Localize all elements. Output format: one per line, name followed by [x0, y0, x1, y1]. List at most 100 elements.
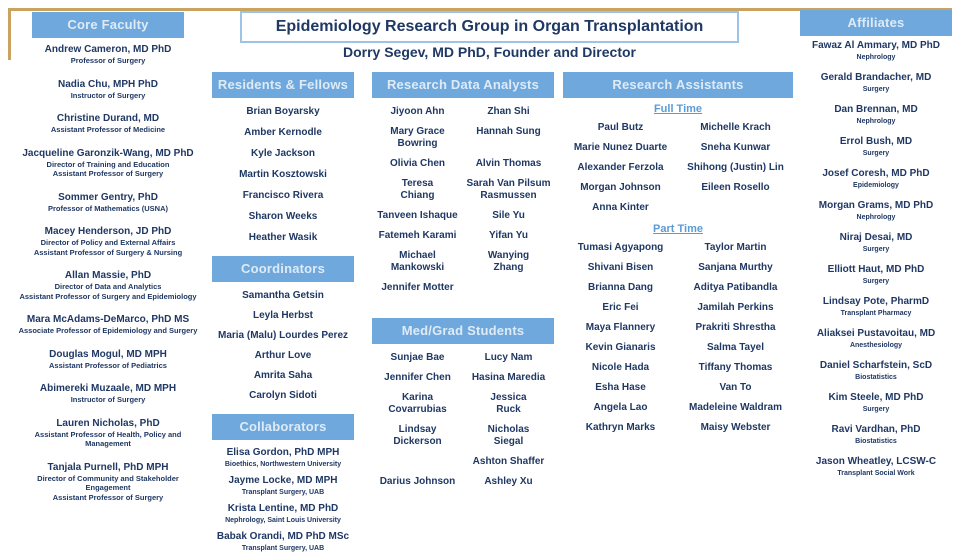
member-name: Paul Butz — [597, 122, 644, 133]
member-name: Fatemeh Karami — [378, 230, 457, 241]
member-name: Wanying Zhang — [487, 250, 530, 273]
member-name: Samantha Getsin — [242, 290, 324, 301]
affiliate: Elliott Haut, MD PhD Surgery — [828, 264, 925, 286]
member-role: Professor of Surgery — [70, 56, 146, 65]
member-name: Elisa Gordon, PhD MPH — [226, 447, 340, 458]
member-name: Jayme Locke, MD MPH — [228, 475, 338, 486]
member-name: Marie Nunez Duarte — [573, 142, 668, 153]
affiliate: Aliaksei Pustavoitau, MD Anesthesiology — [817, 328, 935, 350]
member-role: Director of Training and Education Assis… — [46, 159, 170, 179]
collaborators-list: Elisa Gordon, PhD MPH Bioethics, Northwe… — [212, 447, 354, 553]
member-name: Tumasi Agyapong — [577, 242, 664, 253]
page-title: Epidemiology Research Group in Organ Tra… — [240, 11, 739, 43]
member-name: Michael Mankowski — [390, 250, 445, 273]
member-name: Lindsay Pote, PharmD — [822, 296, 930, 307]
member-name: Aliaksei Pustavoitau, MD — [816, 328, 936, 339]
faculty-member: Christine Durand, MD Assistant Professor… — [10, 113, 206, 135]
member-affiliation: Transplant Surgery, UAB — [241, 489, 325, 496]
member-name: Amber Kernodle — [244, 127, 322, 138]
affiliate: Daniel Scharfstein, ScD Biostatistics — [820, 360, 932, 382]
affiliate: Morgan Grams, MD PhD Nephrology — [819, 200, 933, 222]
collaborator: Jayme Locke, MD MPH Transplant Surgery, … — [229, 475, 338, 497]
member-name: Heather Wasik — [248, 232, 318, 243]
coordinators-list: Samantha Getsin Leyla Herbst Maria (Malu) … — [212, 290, 354, 402]
member-specialty: Epidemiology — [853, 182, 899, 189]
residents-fellows-header: Residents & Fellows — [212, 72, 354, 98]
research-assistants-header: Research Assistants — [563, 72, 793, 98]
member-name: Mara McAdams-DeMarco, PhD MS — [26, 314, 190, 325]
member-name: Allan Massie, PhD — [64, 270, 152, 281]
faculty-member: Tanjala Purnell, PhD MPH Director of Com… — [10, 462, 206, 503]
member-specialty: Transplant Social Work — [837, 470, 915, 477]
member-name: Josef Coresh, MD PhD — [822, 168, 930, 179]
member-name: Sneha Kunwar — [700, 142, 771, 153]
member-name: Fawaz Al Ammary, MD PhD — [812, 40, 940, 51]
faculty-member: Mara McAdams-DeMarco, PhD MS Associate P… — [10, 314, 206, 336]
member-name: Kathryn Marks — [585, 422, 656, 433]
affiliate: Lindsay Pote, PharmD Transplant Pharmacy — [823, 296, 929, 318]
member-name: Arthur Love — [254, 350, 312, 361]
coordinators-header: Coordinators — [212, 256, 354, 282]
member-role: Director of Data and Analytics Assistant… — [19, 282, 197, 301]
member-specialty: Anesthesiology — [849, 342, 903, 349]
affiliate: Fawaz Al Ammary, MD PhD Nephrology — [812, 40, 940, 62]
member-name: Tiffany Thomas — [698, 362, 773, 373]
affiliate: Jason Wheatley, LCSW-C Transplant Social… — [816, 456, 936, 478]
member-affiliation: Bioethics, Northwestern University — [224, 461, 342, 468]
member-specialty: Biostatistics — [855, 438, 897, 445]
member-name: Tanjala Purnell, PhD MPH — [47, 461, 169, 473]
member-name: Abimereki Muzaale, MD MPH — [39, 383, 177, 394]
member-name: Niraj Desai, MD — [839, 232, 913, 243]
slide-border-left — [8, 8, 11, 60]
member-name: Alvin Thomas — [475, 158, 542, 169]
member-role: Assistant Professor of Medicine — [50, 125, 166, 134]
member-name: Gerald Brandacher, MD — [820, 72, 932, 83]
member-name: Van To — [719, 382, 752, 393]
member-name: Jacqueline Garonzik-Wang, MD PhD — [22, 147, 194, 159]
collaborator: Babak Orandi, MD PhD MSc Transplant Surg… — [217, 531, 349, 553]
faculty-member: Nadia Chu, MPH PhD Instructor of Surgery — [10, 79, 206, 101]
member-name: Aditya Patibandla — [693, 282, 778, 293]
member-name: Anna Kinter — [592, 202, 649, 213]
member-name: Lucy Nam — [484, 352, 533, 363]
member-name: Taylor Martin — [704, 242, 767, 253]
med-grad-students-list: Sunjae Bae Lucy Nam Jennifer Chen Hasina… — [372, 352, 554, 488]
member-name: Kevin Gianaris — [585, 342, 656, 353]
faculty-member: Sommer Gentry, PhD Professor of Mathemat… — [10, 192, 206, 214]
member-name: Tanveen Ishaque — [377, 210, 458, 221]
part-time-list: Tumasi Agyapong Taylor Martin Shivani Bi… — [563, 242, 793, 434]
member-specialty: Surgery — [862, 278, 890, 285]
member-name: Amrita Saha — [253, 370, 313, 381]
member-name: Jason Wheatley, LCSW-C — [815, 456, 937, 467]
collaborator: Krista Lentine, MD PhD Nephrology, Saint… — [225, 503, 341, 525]
member-name: Brianna Dang — [587, 282, 653, 293]
faculty-member: Allan Massie, PhD Director of Data and A… — [10, 270, 206, 301]
faculty-member: Abimereki Muzaale, MD MPH Instructor of … — [10, 383, 206, 405]
affiliates-header: Affiliates — [800, 10, 952, 36]
core-faculty-column: Core Faculty Andrew Cameron, MD PhD Prof… — [10, 12, 206, 502]
affiliate: Gerald Brandacher, MD Surgery — [821, 72, 932, 94]
member-name: Macey Henderson, JD PhD — [44, 226, 172, 237]
member-name: Brian Boyarsky — [246, 106, 320, 117]
member-name: Daniel Scharfstein, ScD — [819, 360, 933, 371]
member-role: Instructor of Surgery — [70, 90, 146, 100]
member-name: Lindsay Dickerson — [393, 424, 442, 447]
member-specialty: Transplant Pharmacy — [840, 310, 912, 317]
collaborator: Elisa Gordon, PhD MPH Bioethics, Northwe… — [225, 447, 341, 469]
member-name: Andrew Cameron, MD PhD — [44, 44, 172, 55]
residents-fellows-list: Brian Boyarsky Amber Kernodle Kyle Jackson… — [212, 106, 354, 244]
member-role: Director of Community and Stakeholder En… — [37, 473, 179, 502]
founder-subtitle: Dorry Segev, MD PhD, Founder and Directo… — [342, 44, 636, 60]
member-name: Mary Grace Bowring — [390, 126, 445, 149]
faculty-member: Andrew Cameron, MD PhD Professor of Surg… — [10, 44, 206, 66]
member-name: Sile Yu — [492, 210, 525, 221]
member-affiliation: Nephrology, Saint Louis University — [225, 517, 341, 524]
member-name: Douglas Mogul, MD MPH — [49, 348, 167, 360]
member-name: Michelle Krach — [700, 122, 771, 133]
affiliate: Josef Coresh, MD PhD Epidemiology — [822, 168, 929, 190]
member-specialty: Surgery — [862, 406, 890, 413]
collaborators-header: Collaborators — [212, 414, 354, 440]
member-name: Jamilah Perkins — [697, 302, 774, 313]
member-name: Sommer Gentry, PhD — [58, 191, 158, 203]
member-name: Ashton Shaffer — [472, 456, 545, 467]
